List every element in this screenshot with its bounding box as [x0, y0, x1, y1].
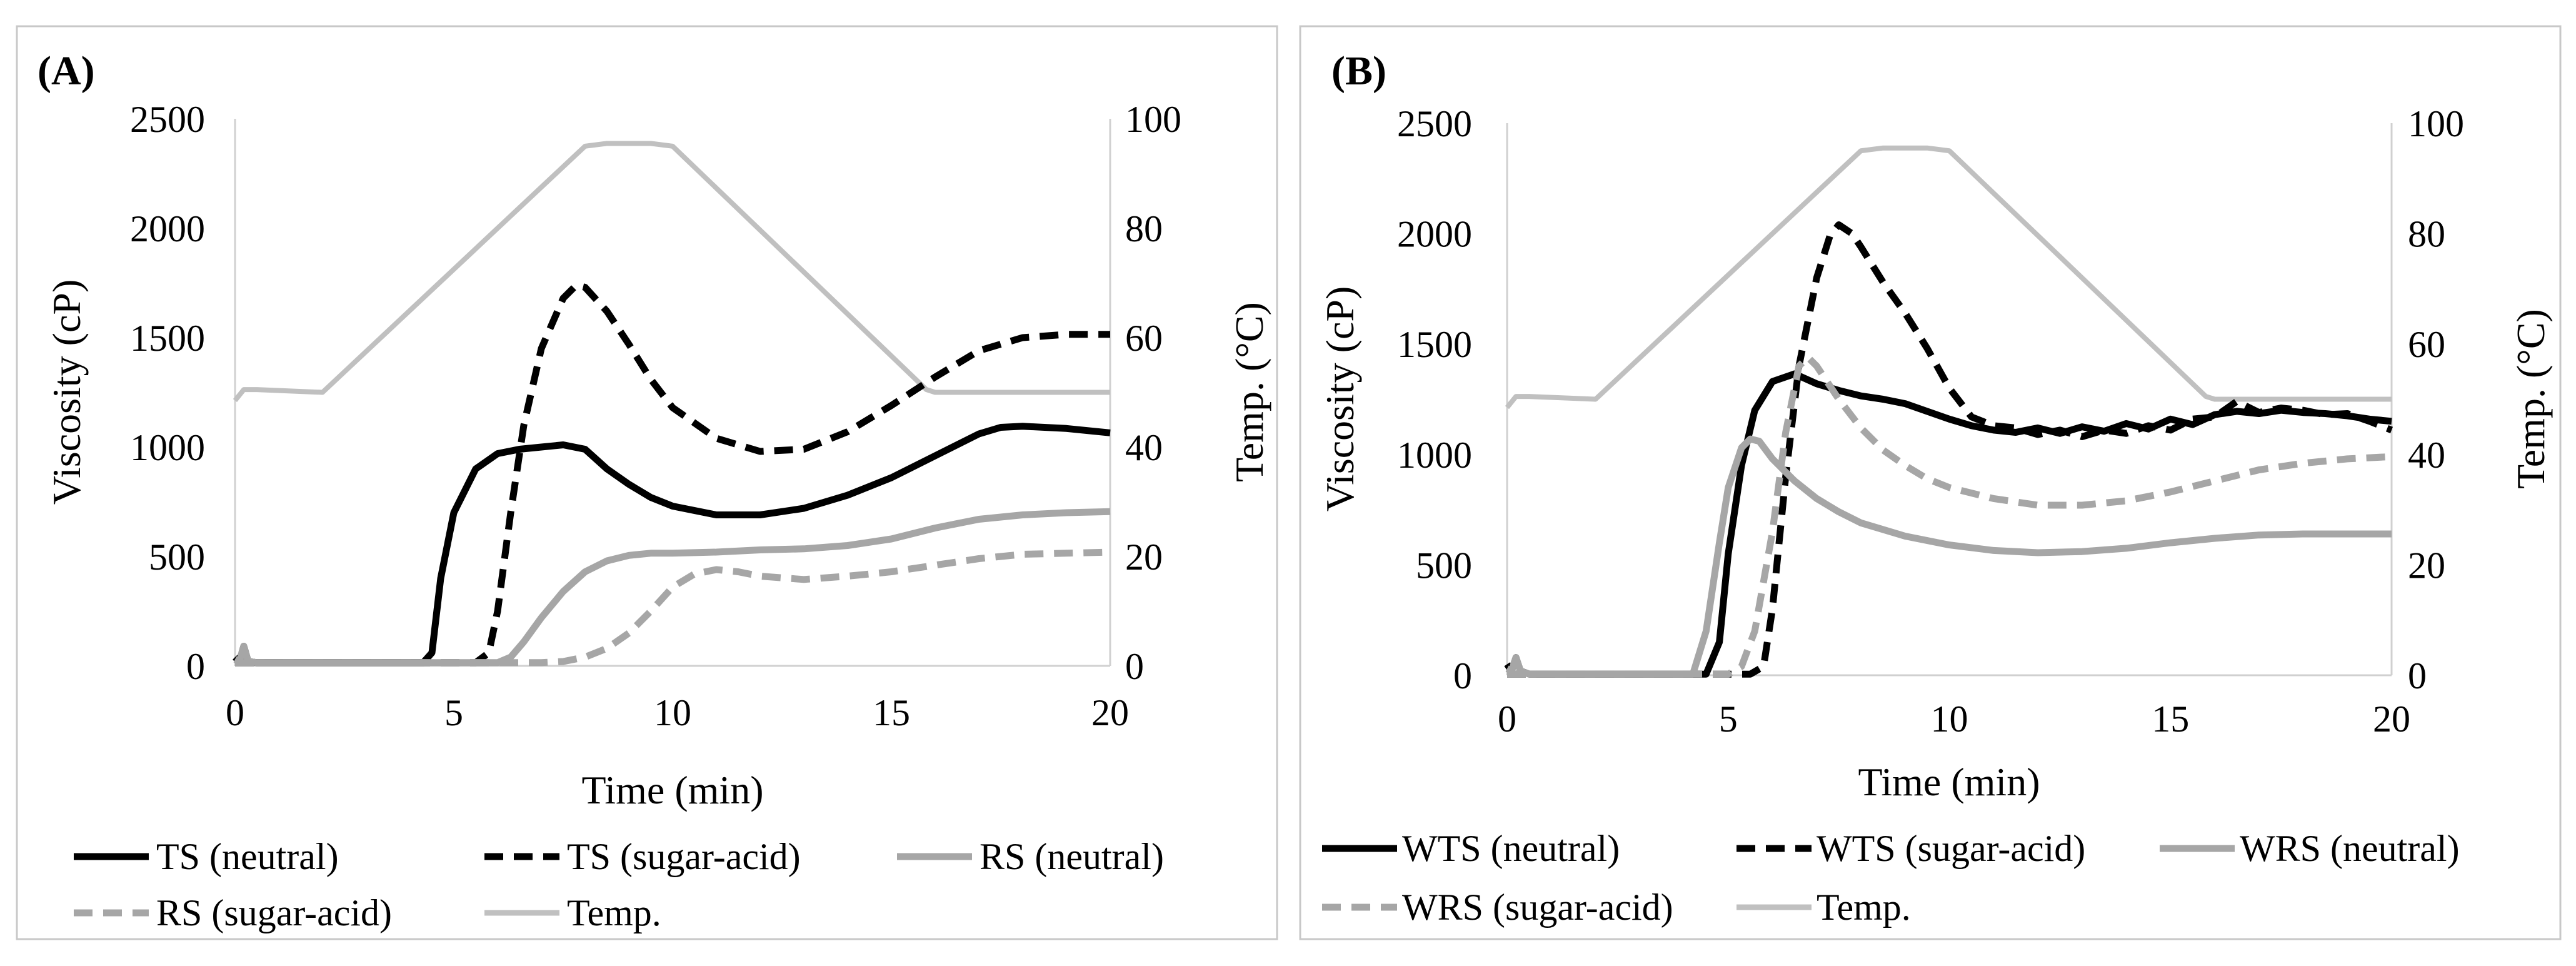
panel-b-label: (B)	[1331, 48, 1386, 94]
legend-item: RS (sugar-acid)	[74, 892, 392, 933]
legend-label: TS (sugar-acid)	[567, 836, 801, 877]
panel-a-x-label: Time (min)	[582, 768, 764, 812]
panel-a-x-ticks: 0 5 10 15 20	[226, 692, 1129, 733]
y-tick-label: 2000	[130, 208, 205, 249]
panel-b-series	[1504, 145, 2393, 678]
panel-b-frame	[1299, 25, 2562, 940]
y-tick-label: 2500	[1397, 103, 1472, 144]
y2-tick-label: 100	[1125, 99, 1181, 140]
legend-label: RS (neutral)	[980, 836, 1164, 877]
x-tick-label: 5	[444, 692, 463, 733]
legend-item: Temp.	[484, 892, 661, 933]
y2-tick-label: 60	[2408, 324, 2445, 365]
y2-tick-label: 20	[2408, 545, 2445, 586]
series-line-wrs-sugar-acid	[1507, 353, 2392, 678]
x-tick-label: 10	[1931, 698, 1968, 740]
legend-item: Temp.	[1737, 887, 1911, 928]
series-line-wts-neutral	[1504, 370, 2392, 678]
x-tick-label: 0	[1498, 698, 1516, 740]
y2-tick-label: 80	[1125, 208, 1163, 249]
series-line-rs-sugar-acid	[235, 548, 1111, 667]
y-tick-label: 1500	[1397, 324, 1472, 365]
x-tick-label: 0	[226, 692, 244, 733]
series-line-temp	[1505, 145, 2392, 410]
legend-label: Temp.	[567, 892, 661, 933]
panel-a-label: (A)	[38, 48, 95, 94]
y2-tick-label: 60	[1125, 318, 1163, 359]
y-tick-label: 0	[1453, 655, 1472, 697]
legend-label: WTS (neutral)	[1402, 828, 1620, 869]
y-tick-label: 2000	[1397, 214, 1472, 255]
y-tick-label: 2500	[130, 99, 205, 140]
x-tick-label: 15	[873, 692, 910, 733]
legend-item: TS (neutral)	[74, 836, 339, 877]
y-tick-label: 1500	[130, 318, 205, 359]
legend-label: Temp.	[1817, 887, 1911, 928]
x-tick-label: 20	[2373, 698, 2410, 740]
legend-label: TS (neutral)	[156, 836, 339, 877]
series-line-temp	[233, 141, 1110, 403]
panel-a-legend: TS (neutral) TS (sugar-acid) RS (neutral…	[74, 836, 1164, 933]
panel-a-y-ticks: 0 500 1000 1500 2000 2500	[130, 99, 205, 687]
panel-a-y2-label: Temp. (°C)	[1227, 302, 1271, 482]
legend-label: WTS (sugar-acid)	[1817, 828, 2085, 869]
y2-tick-label: 80	[2408, 214, 2445, 255]
series-line-wts-sugar-acid	[1507, 221, 2393, 678]
legend-item: WRS (sugar-acid)	[1322, 887, 1673, 928]
series-line-ts-sugar-acid	[235, 281, 1110, 667]
panel-b-legend: WTS (neutral) WTS (sugar-acid) WRS (neut…	[1322, 828, 2460, 928]
legend-item: RS (neutral)	[897, 836, 1164, 877]
legend-label: RS (sugar-acid)	[156, 892, 392, 933]
legend-label: WRS (sugar-acid)	[1402, 887, 1673, 928]
panel-b-x-ticks: 0 5 10 15 20	[1498, 698, 2410, 740]
panel-a-series	[233, 141, 1111, 667]
panel-a: (A) 0 500 1000 1500 2000 2500 0 20 40 60 80 100 0 5…	[16, 25, 1278, 940]
panel-a-frame	[16, 25, 1278, 940]
y2-tick-label: 40	[2408, 435, 2445, 476]
x-tick-label: 15	[2152, 698, 2189, 740]
panel-a-y2-ticks: 0 20 40 60 80 100	[1125, 99, 1181, 687]
y-tick-label: 0	[186, 646, 205, 687]
panel-b-y-label: Viscosity (cP)	[1318, 286, 1362, 512]
x-tick-label: 20	[1091, 692, 1129, 733]
y2-tick-label: 0	[1125, 646, 1144, 687]
x-tick-label: 5	[1719, 698, 1738, 740]
y2-tick-label: 40	[1125, 427, 1163, 468]
panel-a-y-label: Viscosity (cP)	[44, 279, 89, 505]
y-tick-label: 500	[149, 536, 205, 578]
panel-b-x-label: Time (min)	[1858, 760, 2040, 804]
y2-tick-label: 20	[1125, 536, 1163, 578]
y2-tick-label: 100	[2408, 103, 2464, 144]
y-tick-label: 500	[1416, 545, 1472, 586]
x-tick-label: 10	[654, 692, 691, 733]
y-tick-label: 1000	[130, 427, 205, 468]
y2-tick-label: 0	[2408, 655, 2427, 697]
panel-b-y2-ticks: 0 20 40 60 80 100	[2408, 103, 2464, 697]
y-tick-label: 1000	[1397, 435, 1472, 476]
legend-item: WTS (sugar-acid)	[1737, 828, 2085, 869]
legend-label: WRS (neutral)	[2240, 828, 2460, 869]
panel-b-y2-label: Temp. (°C)	[2508, 309, 2553, 489]
panel-b-y-ticks: 0 500 1000 1500 2000 2500	[1397, 103, 1472, 697]
series-line-rs-neutral	[233, 508, 1111, 667]
legend-item: TS (sugar-acid)	[484, 836, 801, 877]
legend-item: WRS (neutral)	[2160, 828, 2460, 869]
legend-item: WTS (neutral)	[1322, 828, 1620, 869]
